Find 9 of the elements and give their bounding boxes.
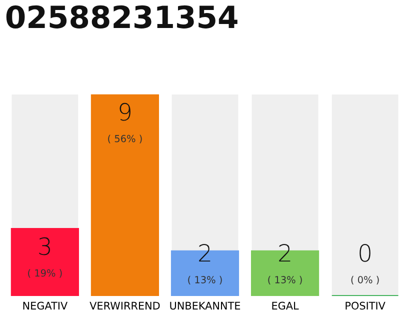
chart-title: 02588231354	[6, 5, 238, 28]
x-tick-label: VERWIRREND	[90, 302, 160, 310]
data-label: 0 ( 0% )	[351, 244, 379, 285]
data-label: 3 ( 19% )	[28, 237, 62, 278]
x-tick-label: UNBEKANNTE	[170, 302, 240, 310]
x-tick-label: NEGATIV	[23, 302, 68, 310]
x-tick-label: EGAL	[272, 302, 299, 310]
x-tick-label: POSITIV	[346, 302, 386, 310]
data-label: 9 ( 56% )	[108, 102, 142, 144]
